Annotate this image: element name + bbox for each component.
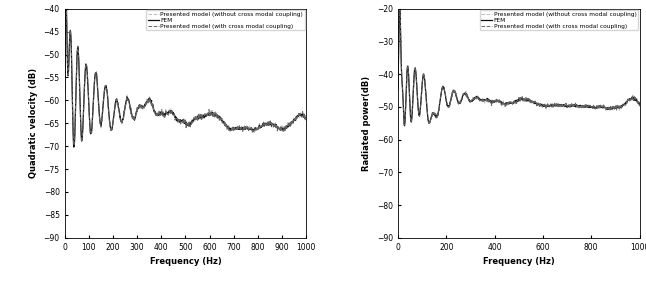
Presented model (without cross modal coupling) (70, 144, 78, 148)
Presented model (without cross modal coupling) (616, 104, 624, 107)
Presented model (with cross modal coupling) (164, 113, 172, 116)
Presented model (without cross modal coupling) (295, 113, 303, 117)
FEM (62, 0, 70, 4)
Y-axis label: Quadratic velocity (dB): Quadratic velocity (dB) (29, 68, 38, 178)
FEM (164, 111, 172, 115)
FEM (616, 105, 624, 108)
Presented model (with cross modal coupling) (616, 104, 624, 107)
FEM (70, 145, 78, 149)
FEM (283, 124, 291, 128)
Line: Presented model (without cross modal coupling): Presented model (without cross modal cou… (398, 0, 640, 126)
Presented model (with cross modal coupling) (497, 103, 505, 107)
Presented model (without cross modal coupling) (162, 111, 170, 115)
Presented model (with cross modal coupling) (283, 125, 291, 129)
Line: Presented model (with cross modal coupling): Presented model (with cross modal coupli… (65, 1, 306, 145)
FEM (629, 97, 636, 100)
Presented model (without cross modal coupling) (401, 124, 408, 127)
FEM (162, 111, 170, 115)
Line: FEM: FEM (65, 2, 306, 147)
FEM (495, 100, 503, 103)
Legend: Presented model (without cross modal coupling), FEM, Presented model (with cross: Presented model (without cross modal cou… (480, 10, 638, 30)
Presented model (without cross modal coupling) (570, 104, 578, 108)
FEM (570, 104, 578, 108)
Presented model (with cross modal coupling) (176, 118, 183, 122)
FEM (394, 88, 402, 91)
Presented model (with cross modal coupling) (394, 86, 402, 90)
Presented model (without cross modal coupling) (629, 97, 636, 100)
Presented model (without cross modal coupling) (636, 101, 643, 104)
Presented model (without cross modal coupling) (164, 113, 172, 116)
FEM (295, 113, 303, 116)
Presented model (without cross modal coupling) (495, 101, 503, 104)
FEM (396, 0, 404, 1)
Presented model (without cross modal coupling) (302, 117, 310, 121)
Presented model (with cross modal coupling) (570, 103, 578, 106)
Presented model (without cross modal coupling) (236, 127, 244, 131)
Presented model (without cross modal coupling) (61, 92, 68, 95)
Presented model (with cross modal coupling) (629, 97, 636, 101)
Presented model (with cross modal coupling) (495, 99, 503, 102)
X-axis label: Frequency (Hz): Frequency (Hz) (149, 257, 222, 266)
Presented model (without cross modal coupling) (283, 126, 291, 129)
Presented model (with cross modal coupling) (62, 0, 70, 3)
Line: FEM: FEM (398, 0, 640, 126)
FEM (497, 101, 505, 104)
Presented model (with cross modal coupling) (509, 101, 517, 104)
FEM (236, 127, 244, 130)
Y-axis label: Radiated power(dB): Radiated power(dB) (362, 76, 371, 171)
Presented model (with cross modal coupling) (295, 111, 303, 114)
Line: Presented model (with cross modal coupling): Presented model (with cross modal coupli… (398, 0, 640, 125)
Presented model (with cross modal coupling) (302, 117, 310, 120)
Presented model (without cross modal coupling) (62, 1, 70, 5)
Line: Presented model (without cross modal coupling): Presented model (without cross modal cou… (65, 3, 306, 146)
Presented model (with cross modal coupling) (162, 109, 170, 112)
FEM (61, 92, 68, 95)
Presented model (with cross modal coupling) (70, 143, 78, 146)
FEM (302, 116, 310, 119)
Presented model (with cross modal coupling) (636, 103, 643, 106)
Presented model (with cross modal coupling) (61, 93, 68, 96)
Presented model (without cross modal coupling) (509, 101, 517, 104)
FEM (636, 102, 643, 105)
Presented model (without cross modal coupling) (394, 88, 402, 92)
Presented model (with cross modal coupling) (236, 128, 244, 131)
FEM (509, 101, 517, 104)
Presented model (without cross modal coupling) (176, 118, 183, 121)
Presented model (without cross modal coupling) (497, 102, 505, 105)
FEM (401, 124, 408, 128)
Legend: Presented model (without cross modal coupling), FEM, Presented model (with cross: Presented model (without cross modal cou… (147, 10, 305, 30)
FEM (176, 119, 183, 123)
Presented model (with cross modal coupling) (401, 123, 408, 127)
X-axis label: Frequency (Hz): Frequency (Hz) (483, 257, 555, 266)
